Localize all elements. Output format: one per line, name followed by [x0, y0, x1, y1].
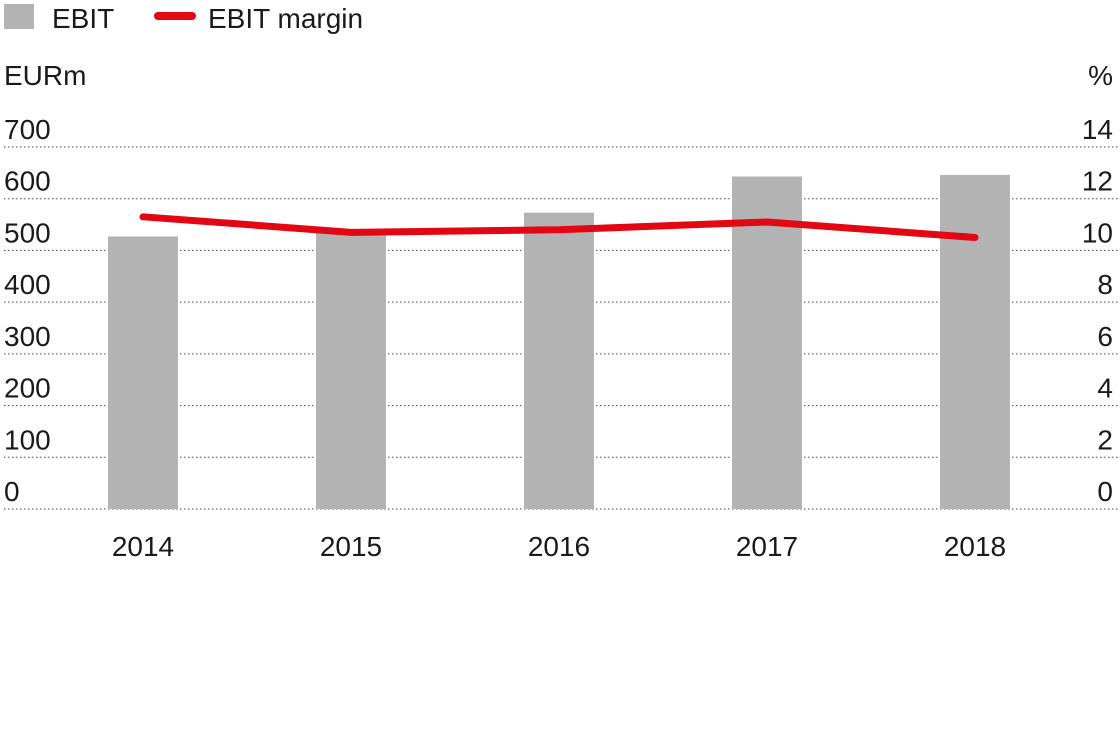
ebit-margin-line-group — [139, 213, 979, 241]
ebit-margin-line — [139, 213, 979, 241]
left-tick-label: 400 — [4, 269, 51, 300]
x-tick-label: 2018 — [944, 531, 1006, 562]
left-tick-label: 500 — [4, 217, 51, 248]
legend-ebit-label: EBIT — [52, 3, 114, 34]
ebit-bar — [316, 230, 386, 509]
left-tick-label: 600 — [4, 166, 51, 197]
right-axis-unit-label: % — [1088, 60, 1113, 91]
ebit-bar — [524, 212, 594, 510]
left-tick-label: 200 — [4, 373, 51, 404]
x-tick-label: 2014 — [112, 531, 174, 562]
x-axis-labels: 2014 2015 2016 2017 2018 — [112, 531, 1006, 562]
ebit-bar — [732, 176, 802, 509]
right-tick-label: 8 — [1097, 269, 1113, 300]
left-axis-unit-label: EURm — [4, 60, 86, 91]
left-tick-label: 0 — [4, 476, 20, 507]
left-tick-label: 300 — [4, 321, 51, 352]
right-axis-ticks: 0 2 4 6 8 10 12 14 — [1082, 114, 1113, 507]
right-tick-label: 0 — [1097, 476, 1113, 507]
legend-ebit-margin-label: EBIT margin — [208, 3, 363, 34]
ebit-bar — [940, 174, 1010, 509]
right-tick-label: 4 — [1097, 373, 1113, 404]
x-tick-label: 2017 — [736, 531, 798, 562]
x-tick-label: 2016 — [528, 531, 590, 562]
legend: EBIT EBIT margin — [4, 3, 363, 34]
x-tick-label: 2015 — [320, 531, 382, 562]
left-tick-label: 700 — [4, 114, 51, 145]
right-tick-label: 10 — [1082, 217, 1113, 248]
left-axis-ticks: 0 100 200 300 400 500 600 700 — [4, 114, 51, 507]
right-tick-label: 12 — [1082, 166, 1113, 197]
legend-ebit-swatch — [4, 4, 34, 29]
ebit-bars — [108, 174, 1010, 510]
right-tick-label: 2 — [1097, 424, 1113, 455]
ebit-bar — [108, 236, 178, 510]
right-tick-label: 6 — [1097, 321, 1113, 352]
left-tick-label: 100 — [4, 424, 51, 455]
right-tick-label: 14 — [1082, 114, 1113, 145]
